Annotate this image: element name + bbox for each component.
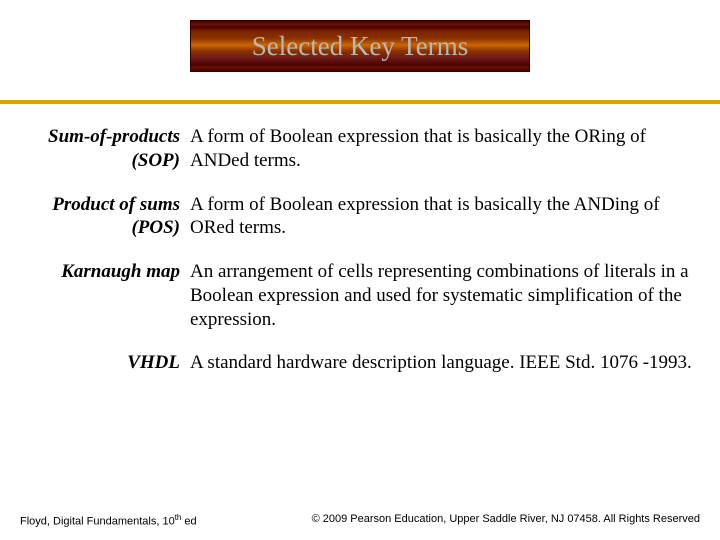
page-title: Selected Key Terms	[252, 31, 469, 62]
title-banner: Selected Key Terms	[190, 20, 530, 72]
term-label: Karnaugh map	[20, 260, 190, 331]
term-row: Sum-of-products (SOP) A form of Boolean …	[20, 125, 700, 173]
footer: Floyd, Digital Fundamentals, 10th ed © 2…	[20, 513, 700, 528]
term-definition: A standard hardware description language…	[190, 351, 700, 375]
term-label: Product of sums (POS)	[20, 193, 190, 241]
divider-line	[0, 100, 720, 104]
term-definition: A form of Boolean expression that is bas…	[190, 125, 700, 173]
footer-left-pre: Floyd, Digital Fundamentals, 10	[20, 516, 175, 528]
terms-content: Sum-of-products (SOP) A form of Boolean …	[20, 125, 700, 395]
term-row: VHDL A standard hardware description lan…	[20, 351, 700, 375]
term-definition: An arrangement of cells representing com…	[190, 260, 700, 331]
term-label: VHDL	[20, 351, 190, 375]
term-label: Sum-of-products (SOP)	[20, 125, 190, 173]
footer-right: © 2009 Pearson Education, Upper Saddle R…	[312, 513, 700, 528]
term-definition: A form of Boolean expression that is bas…	[190, 193, 700, 241]
footer-left: Floyd, Digital Fundamentals, 10th ed	[20, 513, 197, 528]
footer-left-post: ed	[181, 516, 196, 528]
term-row: Product of sums (POS) A form of Boolean …	[20, 193, 700, 241]
term-row: Karnaugh map An arrangement of cells rep…	[20, 260, 700, 331]
